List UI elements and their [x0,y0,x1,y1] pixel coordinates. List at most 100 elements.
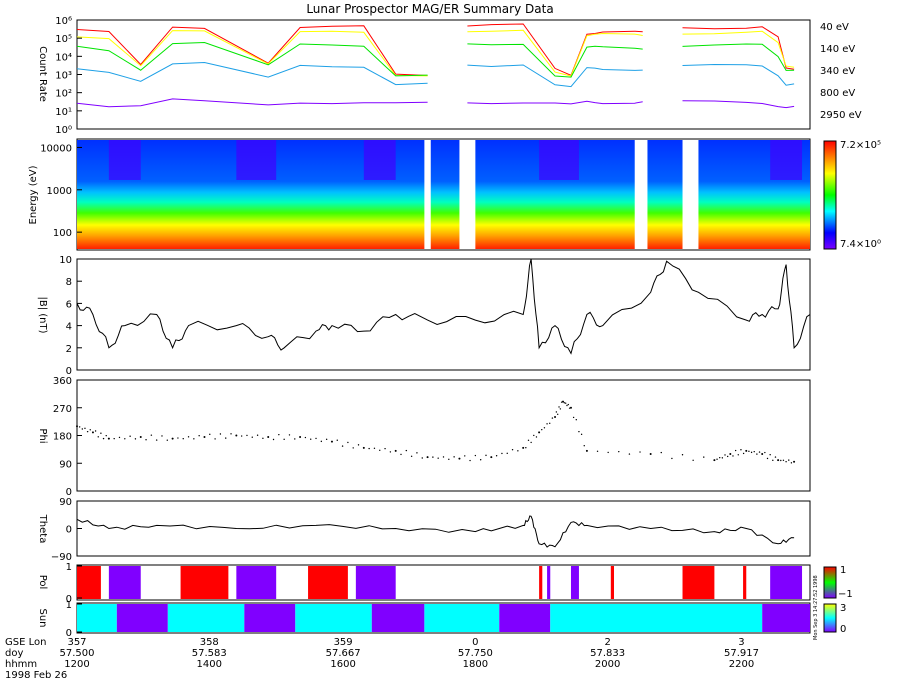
count-rate-tick: 10² [55,89,72,100]
b-tick: 6 [66,299,72,310]
phi-point [490,456,493,459]
sun-colorbar-min: 0 [840,624,846,635]
legend-40-ev: 40 eV [820,22,849,33]
pol-segment [180,566,229,599]
phi-point [193,438,195,440]
phi-tick: 360 [53,376,72,387]
phi-point [405,449,408,452]
phi-point [86,430,89,433]
phi-point [310,438,312,440]
x-tick-doy: 57.750 [458,648,493,659]
b-tick: 10 [59,255,72,266]
count-rate-panel [76,19,811,130]
phi-point [772,459,774,462]
x-tick-hhmm: 2000 [595,659,620,670]
sun-segment [77,604,117,632]
energy-tick: 10000 [40,143,72,154]
phi-point [777,459,780,462]
phi-point [410,455,413,457]
phi-panel [76,379,811,492]
count-rate-tick: 10⁰ [55,125,72,136]
phi-point [555,411,558,413]
spectrogram-wake [363,140,396,180]
x-tick-doy: 57.583 [192,648,227,659]
phi-point [628,453,631,455]
y-tick-labels: 10⁰10¹10²10³10⁴10⁵10⁶0246810090180270360… [40,16,82,639]
pol-series [77,566,803,599]
phi-point [209,433,211,436]
phi-point [719,456,721,459]
x-tick-doy: 57.500 [60,648,95,659]
phi-point [774,456,777,458]
phi-point [756,453,758,455]
pol-segment [770,566,803,599]
count-rate-line-140-ev [76,29,795,77]
phi-point [288,434,291,436]
pol-segment [77,566,101,599]
phi-point [541,428,543,431]
phi-point [724,454,726,456]
phi-point [448,458,450,461]
phi-point [716,458,718,460]
b-magnitude-line [76,258,811,355]
phi-point [495,455,498,457]
sun-segment [550,604,763,632]
phi-point [251,436,253,438]
phi-point [94,430,97,432]
pol-segment [547,566,551,599]
phi-point [596,450,599,452]
phi-point [76,425,78,428]
x-tick-lon: 3 [738,637,744,648]
count-rate-legend: 40 eV 140 eV 340 eV 800 eV 2950 eV [820,22,862,121]
phi-point [166,439,168,441]
phi-point [100,432,102,434]
pol-segment [610,566,615,599]
pol-segment [570,566,579,599]
phi-point [139,436,142,439]
phi-point [671,457,673,460]
phi-point [299,436,302,439]
phi-point [742,452,745,455]
phi-point [384,447,386,450]
x-tick-doy: 57.667 [326,648,361,659]
phi-point [748,450,750,453]
phi-point [729,453,732,455]
phi-point [764,451,766,454]
phi-series [76,400,796,464]
phi-point [267,436,270,439]
legend-140-ev: 140 eV [820,44,855,55]
phi-point [543,427,546,429]
phi-point [585,449,588,452]
phi-point [750,451,753,454]
pol-tick: 1 [66,562,72,573]
phi-point [400,453,402,456]
phi-point [566,404,568,407]
x-tick-lon: 359 [334,637,353,648]
phi-point [769,454,771,456]
phi-point [453,456,455,458]
phi-point [347,441,349,444]
phi-point [562,400,565,403]
count-rate-line-340-ev [76,41,795,78]
sun-segment [167,604,245,632]
phi-point [389,451,392,453]
theta-tick: 90 [59,497,72,508]
theta-series [76,515,795,548]
pol-ylabel: Pol [37,575,48,590]
phi-point [753,450,755,453]
phi-point [240,435,243,437]
x-tick-lon: 357 [67,637,86,648]
pol-colorbar [823,566,837,599]
phi-point [479,459,482,461]
phi-point [362,446,365,449]
phi-point [432,456,434,458]
sun-colorbar-max: 3 [840,603,846,614]
pol-segment [539,566,543,599]
phi-point [78,426,81,428]
phi-point [556,413,559,415]
pol-segment [355,566,396,599]
pol-segment [682,566,715,599]
phi-ylabel: Phi [37,428,48,443]
pol-tick: 0 [66,594,72,605]
phi-point [304,436,307,439]
